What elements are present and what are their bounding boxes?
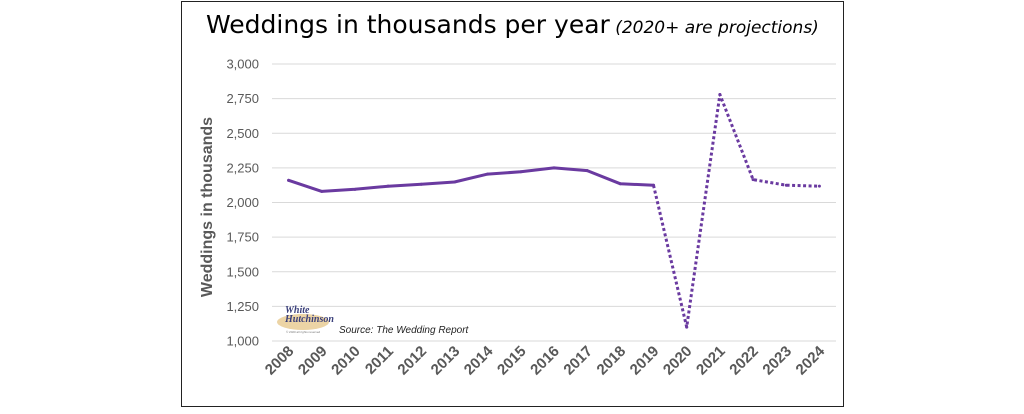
series-line-projection — [652, 93, 820, 329]
logo-line2: Hutchinson — [284, 314, 334, 325]
data-point-2009 — [320, 189, 324, 193]
series-line-actual — [287, 166, 655, 193]
chart-frame — [181, 1, 844, 407]
x-tick-label: 2018 — [594, 343, 630, 379]
data-point-2015 — [519, 170, 523, 174]
y-tick-label: 3,000 — [226, 57, 259, 72]
logo-tagline: © 2020 all rights reserved — [286, 330, 321, 334]
y-tick-label: 2,500 — [226, 126, 259, 141]
x-tick-label: 2020 — [660, 343, 696, 379]
y-axis-label: Weddings in thousands — [199, 117, 216, 297]
data-point-2018 — [618, 182, 622, 186]
gridlines — [272, 63, 836, 342]
data-point-2017 — [585, 169, 589, 173]
y-tick-label: 1,000 — [226, 334, 259, 349]
x-tick-label: 2015 — [494, 343, 530, 379]
y-axis-ticks: 1,000 1,250 1,500 1,750 2,000 2,250 2,500 2,750… — [226, 57, 259, 349]
chart-title-main: Weddings in thousands per year — [206, 10, 610, 39]
data-point-2012 — [419, 182, 423, 186]
data-points — [287, 92, 821, 329]
data-point-2020 — [685, 325, 689, 329]
data-point-2019 — [652, 183, 656, 187]
y-tick-label: 1,250 — [226, 299, 259, 314]
x-tick-label: 2022 — [726, 343, 762, 379]
x-tick-label: 2024 — [793, 342, 829, 378]
white-hutchinson-logo: White Hutchinson © 2020 all rights reser… — [277, 305, 334, 334]
data-point-2021 — [718, 92, 722, 96]
x-tick-label: 2016 — [527, 343, 563, 379]
chart-title-sub-close: ) — [812, 18, 819, 38]
logo-line1: White — [285, 305, 310, 316]
x-tick-label: 2019 — [627, 343, 663, 379]
data-point-2016 — [552, 166, 556, 170]
x-tick-label: 2008 — [262, 343, 298, 379]
x-axis-ticks: 2008200920102011201220132014201520162017… — [262, 342, 829, 378]
x-tick-label: 2013 — [428, 343, 464, 379]
x-tick-label: 2021 — [693, 343, 729, 379]
x-tick-label: 2010 — [328, 343, 364, 379]
data-point-2014 — [486, 172, 490, 176]
data-point-2024 — [817, 184, 821, 188]
data-point-2008 — [287, 178, 291, 182]
series-lines — [287, 93, 820, 329]
y-tick-label: 2,250 — [226, 160, 259, 175]
source-note: Source: The Wedding Report — [339, 325, 470, 336]
y-tick-label: 1,500 — [226, 264, 259, 279]
y-tick-label: 1,750 — [226, 230, 259, 245]
chart-title-sub-open: ( — [609, 18, 622, 38]
data-point-2013 — [452, 180, 456, 184]
y-tick-label: 2,000 — [226, 195, 259, 210]
y-tick-label: 2,750 — [226, 91, 259, 106]
data-point-2023 — [784, 183, 788, 187]
data-point-2010 — [353, 187, 357, 191]
data-point-2022 — [751, 178, 755, 182]
x-tick-label: 2011 — [362, 343, 397, 378]
chart-title: Weddings in thousands per year (2020+ ar… — [206, 10, 819, 39]
x-tick-label: 2009 — [295, 343, 331, 379]
data-point-2011 — [386, 184, 390, 188]
chart-title-sub: 2020+ are projections — [621, 18, 813, 38]
x-tick-label: 2023 — [759, 343, 795, 379]
x-tick-label: 2012 — [395, 343, 431, 379]
logo-swoosh — [277, 314, 329, 330]
x-tick-label: 2017 — [560, 343, 596, 379]
x-tick-label: 2014 — [461, 342, 497, 378]
